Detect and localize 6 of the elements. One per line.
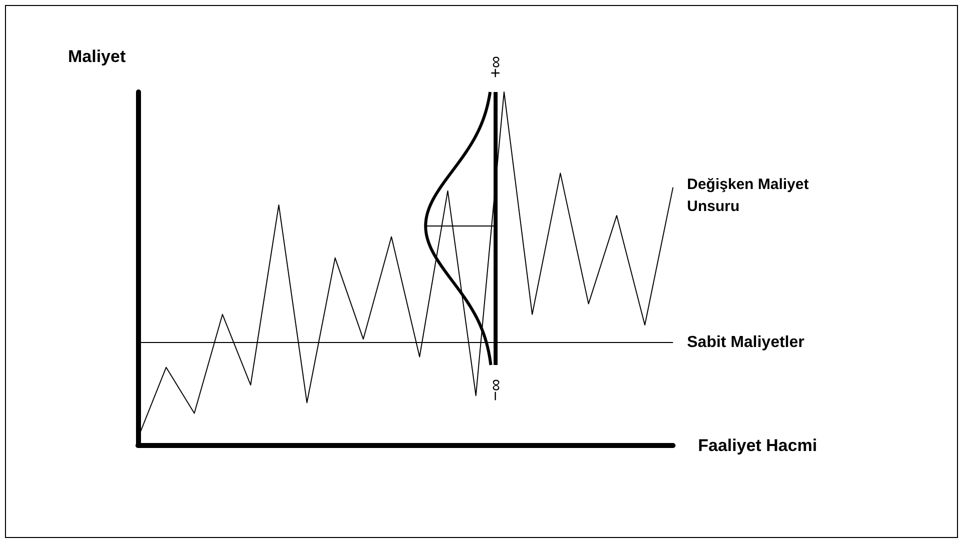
series-label: Değişken Maliyet Unsuru bbox=[687, 176, 813, 215]
x-axis-title: Faaliyet Hacmi bbox=[698, 436, 818, 455]
annotation: −∞ bbox=[486, 378, 506, 402]
ref-line-label: Sabit Maliyetler bbox=[687, 334, 804, 352]
y-axis-title: Maliyet bbox=[68, 47, 126, 66]
text: +∞ bbox=[486, 56, 506, 78]
